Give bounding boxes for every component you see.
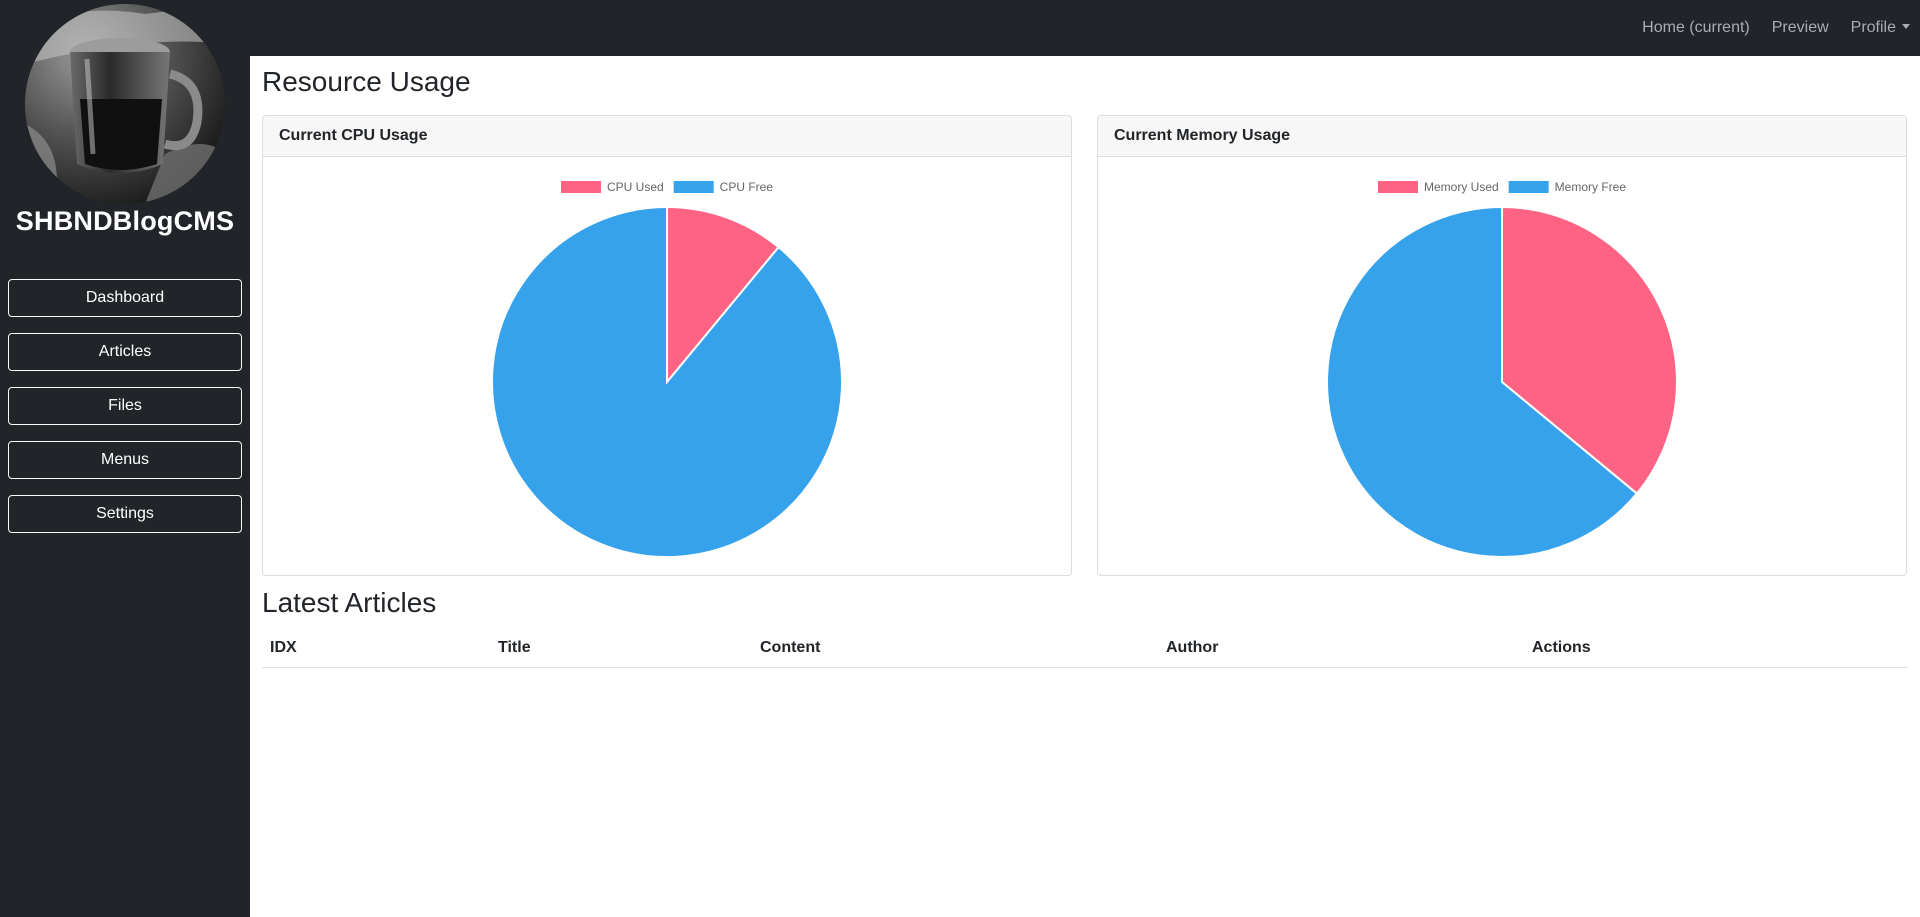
- nav-home-link[interactable]: Home (current): [1642, 19, 1750, 36]
- top-navbar: Home (current) Preview Profile: [0, 0, 1920, 56]
- legend-swatch: [1377, 181, 1418, 193]
- legend-label: CPU Free: [720, 180, 774, 194]
- nav-profile-label: Profile: [1850, 19, 1896, 36]
- pie-slice-memory-free[interactable]: [1326, 205, 1639, 558]
- coffee-mug-photo: [25, 4, 225, 204]
- avatar: [25, 4, 225, 204]
- nav-profile-dropdown[interactable]: Profile: [1851, 19, 1910, 37]
- legend-item[interactable]: CPU Free: [673, 180, 774, 194]
- cpu-card-title: Current CPU Usage: [263, 116, 1071, 157]
- legend-item[interactable]: CPU Used: [560, 180, 664, 194]
- cpu-usage-card: Current CPU Usage CPU Used CPU Free: [262, 115, 1072, 576]
- column-header-title: Title: [498, 639, 531, 656]
- legend-label: Memory Free: [1555, 180, 1627, 194]
- cpu-pie-chart: CPU Used CPU Free: [491, 180, 843, 558]
- column-header-idx: IDX: [270, 639, 297, 656]
- legend-item[interactable]: Memory Used: [1377, 180, 1499, 194]
- memory-card-title: Current Memory Usage: [1098, 116, 1906, 157]
- page-title: Resource Usage: [262, 66, 471, 97]
- caret-down-icon: [1902, 24, 1910, 29]
- latest-articles-title: Latest Articles: [262, 587, 437, 618]
- sidebar-item-menus[interactable]: Menus: [8, 441, 242, 479]
- top-nav: Home (current) Preview Profile: [1642, 0, 1910, 56]
- legend-swatch: [560, 181, 601, 193]
- pie-slice-cpu-used[interactable]: [666, 205, 780, 385]
- legend-item[interactable]: Memory Free: [1508, 180, 1627, 194]
- memory-pie-chart: Memory Used Memory Free: [1326, 180, 1678, 558]
- sidebar-item-files[interactable]: Files: [8, 387, 242, 425]
- memory-usage-card: Current Memory Usage Memory Used Memory F…: [1097, 115, 1907, 576]
- legend-swatch: [1508, 181, 1549, 193]
- legend-label: Memory Used: [1424, 180, 1499, 194]
- sidebar-item-dashboard[interactable]: Dashboard: [8, 279, 242, 317]
- pie-slice-cpu-free[interactable]: [491, 205, 843, 558]
- nav-preview-link[interactable]: Preview: [1771, 19, 1829, 36]
- legend-swatch: [673, 181, 714, 193]
- legend-label: CPU Used: [607, 180, 664, 194]
- column-header-author: Author: [1166, 639, 1219, 656]
- chart-legend: CPU Used CPU Free: [560, 180, 774, 194]
- sidebar-item-articles[interactable]: Articles: [8, 333, 242, 371]
- brand-name: SHBNDBlogCMS: [15, 206, 235, 236]
- sidebar: SHBNDBlogCMS Dashboard Articles Files Me…: [0, 0, 250, 917]
- sidebar-menu: Dashboard Articles Files Menus Settings: [8, 279, 242, 549]
- chart-legend: Memory Used Memory Free: [1377, 180, 1627, 194]
- column-header-actions: Actions: [1532, 639, 1591, 656]
- column-header-content: Content: [760, 639, 821, 656]
- sidebar-item-settings[interactable]: Settings: [8, 495, 242, 533]
- pie-slice-memory-used[interactable]: [1501, 205, 1678, 495]
- articles-table-header: IDX Title Content Author Actions: [262, 630, 1908, 668]
